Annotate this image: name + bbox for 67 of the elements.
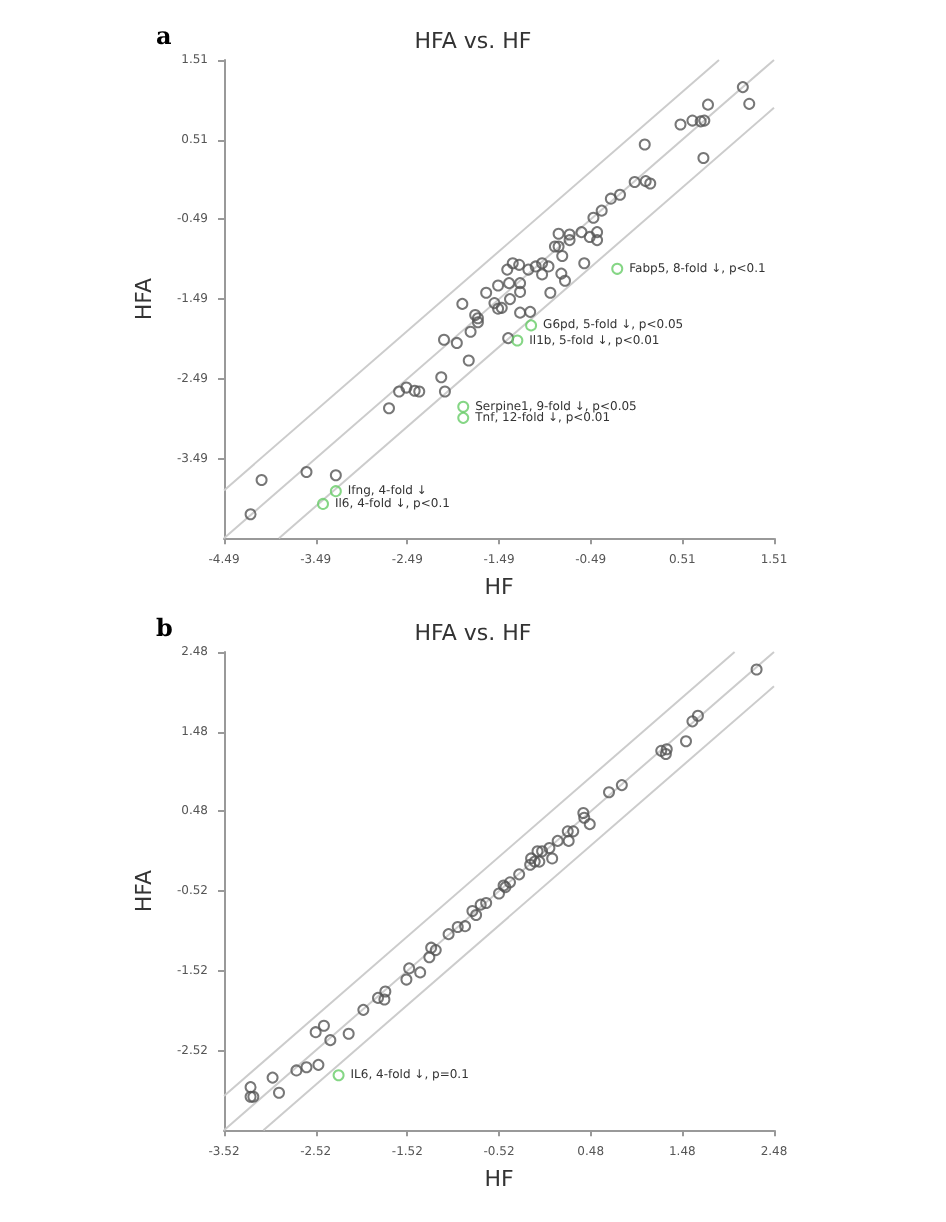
point (470, 909, 483, 922)
y-axis-title: HFA (131, 869, 158, 913)
chart-title: HFA vs. HF (414, 620, 532, 646)
point (691, 709, 704, 722)
point (615, 779, 628, 792)
point (531, 845, 544, 858)
point (686, 715, 699, 728)
y-axis-title: HFA (131, 277, 158, 321)
point (659, 748, 672, 761)
point (543, 842, 556, 855)
point (312, 1058, 325, 1071)
point (551, 834, 564, 847)
point (324, 1034, 337, 1047)
point (562, 834, 575, 847)
point (290, 1064, 303, 1077)
point (603, 786, 615, 799)
point (300, 1061, 313, 1074)
point (309, 1026, 322, 1039)
point (332, 1069, 345, 1082)
text: a (156, 22, 172, 50)
point (429, 944, 442, 957)
point (533, 855, 546, 868)
point (451, 920, 464, 933)
point (329, 485, 342, 498)
point (567, 825, 580, 838)
point (459, 920, 472, 933)
point (244, 1081, 257, 1094)
point (466, 905, 479, 918)
point (273, 1086, 285, 1099)
point (457, 411, 470, 424)
point (750, 663, 763, 676)
point (457, 400, 470, 413)
point (317, 1019, 330, 1032)
point (378, 993, 391, 1006)
point (379, 985, 392, 998)
point (342, 1027, 355, 1040)
text: b (156, 614, 173, 642)
point (480, 897, 493, 910)
point (577, 807, 590, 819)
point (474, 898, 487, 911)
point (583, 818, 596, 831)
point (546, 852, 559, 865)
point (425, 941, 438, 954)
point (504, 876, 516, 889)
chart-title: HFA vs. HF (414, 28, 532, 54)
point (423, 951, 436, 964)
point (400, 973, 413, 986)
x-axis-title: HF (484, 1166, 514, 1192)
point (357, 1003, 370, 1016)
point (561, 825, 574, 838)
point (513, 868, 526, 881)
point (611, 262, 624, 275)
point (525, 319, 538, 332)
point (578, 811, 591, 824)
point (403, 962, 416, 975)
point (536, 845, 549, 858)
point (442, 928, 455, 941)
point (317, 497, 329, 510)
point (414, 966, 427, 979)
x-axis-title: HF (484, 574, 514, 600)
point (511, 334, 524, 347)
point (660, 743, 673, 756)
point (372, 991, 384, 1004)
point (680, 735, 692, 748)
point (655, 744, 668, 757)
point (493, 887, 505, 900)
point (266, 1071, 279, 1084)
